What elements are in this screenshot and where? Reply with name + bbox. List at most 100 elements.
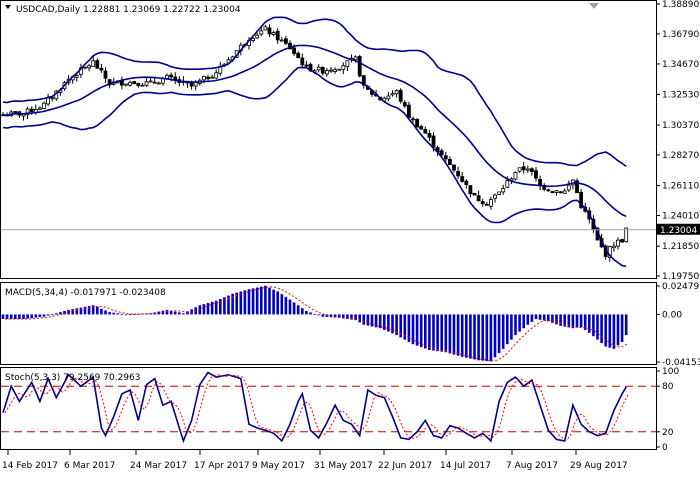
macd-histogram-bar [616,314,620,346]
price-candle [128,81,133,86]
macd-histogram-bar [596,314,599,340]
macd-histogram-bar [63,310,66,315]
price-candle [152,81,157,84]
price-candle [460,176,465,182]
price-tick-label: 1.19750 [662,272,699,282]
macd-histogram-bar [547,314,550,322]
macd-histogram-bar [448,314,452,354]
price-candle [87,65,91,69]
price-candle [612,245,616,249]
price-candle [206,76,210,80]
macd-histogram-bar [391,314,394,334]
macd-histogram-bar [280,294,284,315]
macd-histogram-bar [173,311,177,315]
macd-histogram-bar [288,299,292,315]
price-candle [156,82,161,85]
price-candle [341,65,346,70]
price-candle [210,76,215,79]
macd-histogram-bar [559,314,562,326]
time-tick-label: 31 May 2017 [314,461,373,471]
macd-histogram-bar [251,288,255,315]
macd-histogram-bar [75,308,79,315]
macd-histogram-bar [132,314,136,315]
price-candle [214,72,219,79]
macd-histogram-bar [497,314,501,354]
macd-histogram-bar [378,314,382,329]
price-candle [620,239,624,243]
macd-histogram-bar [583,314,587,330]
macd-histogram-bar [112,312,115,315]
price-candle [525,168,530,171]
price-candle [193,81,198,87]
macd-histogram-bar [604,314,607,347]
macd-histogram-bar [284,296,288,315]
stoch-header: Stoch(5,3,3) 79.2569 70.2963 [5,373,140,383]
price-candle [74,75,79,78]
macd-histogram-bar [399,314,402,338]
macd-histogram-bar [14,314,17,320]
price-candle [361,75,366,86]
macd-histogram-bar [42,314,46,317]
price-candle [538,179,542,186]
price-candle [427,132,432,138]
macd-histogram-bar [247,289,251,315]
price-candle [279,39,284,42]
price-candle [29,108,34,113]
macd-histogram-bar [219,298,222,315]
macd-histogram-bar [100,308,103,315]
macd-signal-line [5,286,629,362]
price-candle [300,57,305,66]
macd-histogram-bar [46,314,50,316]
macd-histogram-bar [165,309,169,315]
macd-histogram-bar [358,314,361,323]
stoch-tick-label: 0 [662,443,668,453]
macd-histogram-bar [169,310,173,315]
macd-histogram-bar [309,312,312,315]
price-candle [124,83,128,86]
macd-histogram-bar [87,306,91,315]
macd-histogram-bar [38,314,42,318]
price-tick-label: 1.30370 [662,121,699,131]
price-candle [165,75,169,79]
bollinger-middle-band [2,44,627,218]
price-candle [99,67,104,71]
price-candle [501,188,506,193]
macd-histogram-bar [235,292,238,315]
bollinger-lower-band [2,66,627,268]
chart-shift-icon[interactable] [589,3,599,9]
time-tick-label: 22 Jun 2017 [378,461,432,471]
macd-histogram-bar [71,309,74,315]
macd-histogram-bar [608,314,612,348]
price-candle [406,104,411,119]
macd-histogram-bar [419,314,423,348]
price-tick-label: 1.28270 [662,151,699,161]
macd-histogram-bar [370,314,374,327]
price-candle [251,38,256,41]
macd-histogram-bar [55,313,58,315]
time-tick-label: 17 Apr 2017 [194,461,250,471]
price-panel[interactable] [0,0,657,279]
macd-histogram-bar [91,305,95,315]
macd-histogram-bar [436,314,439,352]
symbol-header: USDCAD,Daily 1.22881 1.23069 1.22722 1.2… [16,5,241,15]
macd-histogram-bar [522,314,525,329]
macd-panel[interactable] [0,282,657,365]
macd-histogram-bar [96,306,99,315]
macd-histogram-bar [489,314,493,362]
price-candle [275,30,280,41]
price-candle [447,158,452,166]
macd-histogram-bar [276,291,279,315]
macd-histogram-bar [612,314,616,349]
price-candle [443,155,448,160]
price-candle [120,80,124,86]
macd-histogram-bar [22,314,25,320]
price-candle [419,126,424,130]
macd-histogram-bar [477,314,480,361]
price-candle [411,118,415,121]
macd-histogram-bar [571,314,575,329]
price-candle [513,172,518,180]
stoch-panel[interactable] [0,367,657,450]
price-candle [283,38,288,44]
price-tick-label: 1.26110 [662,182,699,192]
